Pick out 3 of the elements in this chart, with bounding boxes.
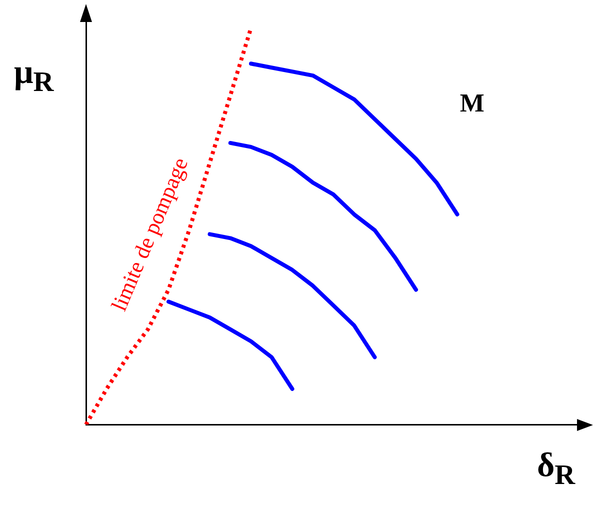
x-axis-title: δ$_{R}$ xyxy=(537,446,576,490)
y-axis-title: μ$_{R}$ xyxy=(14,54,54,98)
annotation: M xyxy=(460,88,484,118)
